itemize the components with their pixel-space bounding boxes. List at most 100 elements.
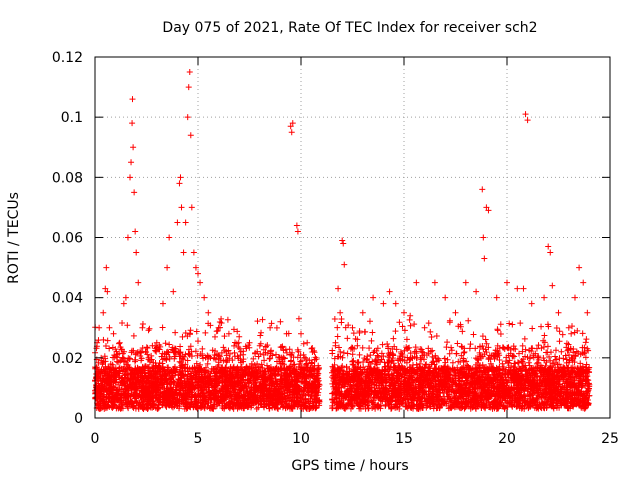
data-point-marker [514,285,521,292]
data-point-marker [104,337,111,344]
data-point-marker [466,345,473,352]
data-point-marker [467,341,474,348]
data-point-marker [315,362,322,369]
data-point-marker [504,344,511,351]
data-point-marker [572,353,579,360]
data-point-marker [528,348,535,355]
data-point-marker [364,356,371,363]
data-point-marker [579,330,586,337]
data-point-marker [404,405,411,412]
data-point-marker [476,362,483,369]
data-point-marker [335,344,342,351]
data-point-marker [556,328,563,335]
data-point-marker [285,330,292,337]
data-point-marker [100,358,107,365]
data-point-marker [368,398,375,405]
data-point-marker [257,332,264,339]
data-point-marker [487,360,494,367]
data-point-marker [344,335,351,342]
data-point-marker [571,377,578,384]
data-point-marker [386,359,393,366]
data-point-marker [558,348,565,355]
data-point-marker [411,321,418,328]
data-point-marker [497,321,504,328]
data-point-marker [205,309,212,316]
data-point-marker [496,356,503,363]
data-point-marker [119,320,126,327]
data-point-marker [312,354,319,361]
data-point-marker [236,333,243,340]
data-point-marker [544,343,551,350]
data-point-marker [127,174,134,181]
data-point-marker [485,207,492,214]
data-point-marker [227,363,234,370]
data-point-marker [254,318,261,325]
data-point-marker [269,404,276,411]
data-point-marker [93,364,100,371]
data-point-marker [182,361,189,368]
data-point-marker [255,353,262,360]
data-point-marker [96,324,103,331]
data-point-marker [282,376,289,383]
data-point-marker [423,361,430,368]
data-point-marker [246,344,253,351]
data-point-marker [199,352,206,359]
data-point-marker [125,361,132,368]
data-point-marker [406,316,413,323]
data-point-marker [143,344,150,351]
data-point-marker [412,344,419,351]
data-point-marker [236,345,243,352]
data-point-marker [532,350,539,357]
data-point-marker [184,357,191,364]
data-point-marker [367,377,374,384]
data-point-marker [270,379,277,386]
data-point-marker [497,330,504,337]
data-point-marker [392,300,399,307]
data-point-marker [281,364,288,371]
data-point-marker [472,405,479,412]
data-point-marker [202,329,209,336]
data-point-marker [132,356,139,363]
data-point-marker [350,330,357,337]
data-point-marker [481,255,488,262]
data-point-marker [506,320,513,327]
data-point-marker [295,348,302,355]
data-point-marker [109,404,116,411]
data-point-marker [124,234,131,241]
data-point-marker [585,386,592,393]
data-point-marker [356,351,363,358]
data-point-marker [171,353,178,360]
chart-title: Day 075 of 2021, Rate Of TEC Index for r… [162,20,537,36]
data-point-marker [335,285,342,292]
data-point-marker [483,204,490,211]
data-point-marker [103,264,110,271]
data-point-marker [219,382,226,389]
data-point-marker [129,96,136,103]
data-point-marker [188,204,195,211]
data-point-marker [298,330,304,337]
data-point-marker [519,342,526,349]
data-point-marker [242,393,249,400]
data-point-marker [201,294,208,301]
data-point-marker [576,264,583,271]
data-point-marker [429,359,436,366]
data-point-marker [149,342,156,349]
data-point-marker [407,312,414,319]
data-point-marker [559,331,566,338]
data-point-marker [303,375,310,382]
data-point-marker [541,294,548,301]
data-point-marker [148,378,155,385]
data-point-marker [425,365,432,372]
data-point-marker [259,316,266,323]
data-point-marker [339,354,346,361]
data-point-marker [519,348,526,355]
data-point-marker [294,228,301,235]
data-point-marker [176,180,183,187]
data-point-marker [568,330,575,337]
data-point-marker [178,204,185,211]
data-point-marker [145,327,152,334]
data-point-marker [297,370,304,377]
data-point-marker [553,324,560,331]
data-point-marker [192,348,199,355]
data-point-marker [295,315,302,322]
